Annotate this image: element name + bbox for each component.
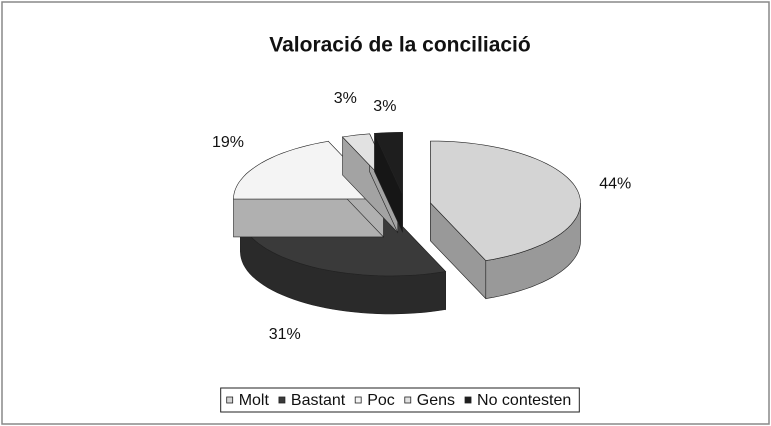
data-label: 19%	[212, 134, 244, 151]
pie-slice	[373, 131, 403, 233]
chart-title: Valoració de la conciliació	[269, 34, 530, 57]
legend-label: No contesten	[477, 392, 571, 409]
legend-swatch	[404, 396, 412, 404]
data-label: 3%	[334, 90, 357, 107]
data-label: 31%	[269, 326, 301, 343]
data-label: 44%	[599, 175, 631, 192]
legend: Molt Bastant Poc Gens No contesten	[220, 387, 580, 413]
legend-label: Molt	[239, 392, 270, 409]
legend-swatch	[278, 396, 286, 404]
slice-top	[233, 140, 385, 200]
legend-label: Bastant	[291, 392, 346, 409]
legend-swatch	[226, 396, 234, 404]
data-label: 3%	[373, 98, 396, 115]
slice-top	[430, 140, 581, 261]
legend-swatch	[354, 396, 362, 404]
slice-top	[373, 131, 403, 195]
legend-label: Poc	[367, 392, 395, 409]
legend-label: Gens	[417, 392, 455, 409]
legend-swatch	[464, 396, 472, 404]
pie-slice	[430, 140, 581, 300]
